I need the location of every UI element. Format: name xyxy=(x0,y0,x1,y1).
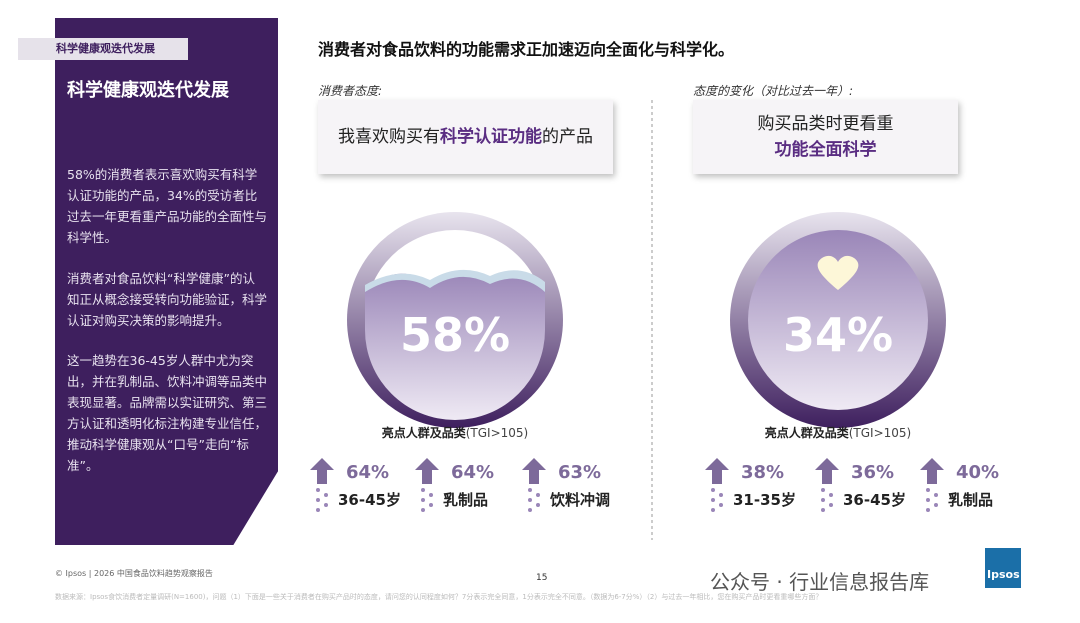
highlight-note: (TGI>105) xyxy=(848,426,912,440)
paragraph: 58%的消费者表示喜欢购买有科学认证功能的产品，34%的受访者比过去一年更看重产… xyxy=(67,167,268,245)
statement-text: 的产品 xyxy=(542,127,593,147)
statement-box: 我喜欢购买有 科学认证功能 的产品 xyxy=(318,100,613,174)
arrow xyxy=(536,503,540,507)
watermark: 公众号 · 行业信息报告库 xyxy=(710,570,930,594)
heart-icon xyxy=(817,255,859,290)
arrow xyxy=(316,488,320,492)
big-value: 58% xyxy=(399,308,511,362)
sidebar: 科学健康观迭代发展 58%的消费者表示喜欢购买有科学认证功能的产品，34%的受访… xyxy=(55,18,278,545)
statement-text: 购买品类时更看重 xyxy=(757,114,894,134)
arrow xyxy=(821,508,825,512)
circle xyxy=(748,230,928,410)
item-label: 饮料冲调 xyxy=(550,491,611,509)
arrow xyxy=(310,458,334,484)
logo: Ipsos xyxy=(987,568,1020,581)
item-label: 31-35岁 xyxy=(733,491,796,509)
arrow xyxy=(324,493,328,497)
arrows xyxy=(310,458,944,512)
arrow xyxy=(711,508,715,512)
arrow xyxy=(829,503,833,507)
arrow xyxy=(829,493,833,497)
item-label: 36-45岁 xyxy=(338,491,401,509)
statement-box: 购买品类时更看重 功能全面科学 xyxy=(693,100,958,174)
wave xyxy=(365,269,545,292)
item-value: 63% xyxy=(558,462,602,483)
copyright: © Ipsos | 2026 中国食品饮料趋势观察报告 xyxy=(55,569,213,578)
sidebar-title: 科学健康观迭代发展 xyxy=(67,80,229,101)
wave xyxy=(365,271,545,420)
big-value: 34% xyxy=(782,308,894,362)
highlight-title: 亮点人群及品类 xyxy=(764,426,849,440)
arrow xyxy=(528,498,532,502)
arrow xyxy=(821,488,825,492)
highlight-note: (TGI>105) xyxy=(465,426,529,440)
arrow xyxy=(324,503,328,507)
arrow xyxy=(934,503,938,507)
page-number: 15 xyxy=(536,573,548,583)
arrow xyxy=(719,493,723,497)
headline: 消费者对食品饮料的功能需求正加速迈向全面化与科学化。 xyxy=(318,40,735,59)
source-note: 数据来源：Ipsos食饮消费者定量调研(N=1600)，问题（1）下面是一些关于… xyxy=(55,593,823,601)
arrow xyxy=(316,498,320,502)
highlight-title: 亮点人群及品类 xyxy=(381,426,466,440)
logo-box xyxy=(985,548,1021,588)
arrow xyxy=(528,488,532,492)
arrow xyxy=(522,458,546,484)
arrow xyxy=(536,493,540,497)
statement-text: 我喜欢购买有 xyxy=(338,127,440,147)
arrow xyxy=(415,458,439,484)
arrow xyxy=(815,458,839,484)
arrow xyxy=(421,488,425,492)
arrow xyxy=(528,508,532,512)
arrow xyxy=(821,498,825,502)
item-value: 36% xyxy=(851,462,895,483)
arrow xyxy=(421,508,425,512)
paragraph: 消费者对食品饮料“科学健康”的认知正从概念接受转向功能验证，科学认证对购买决策的… xyxy=(67,271,268,328)
arrow xyxy=(934,493,938,497)
highlight-title: 亮点人群及品类(TGI>105) xyxy=(688,424,988,441)
statement-text: 科学认证功能 xyxy=(440,127,542,147)
item-label: 36-45岁 xyxy=(843,491,906,509)
arrow xyxy=(926,488,930,492)
panel-label: 态度的变化（对比过去一年）: xyxy=(693,84,854,98)
item-label: 乳制品 xyxy=(443,491,489,509)
arrow xyxy=(316,508,320,512)
item-value: 38% xyxy=(741,462,785,483)
arrow xyxy=(429,503,433,507)
arrow xyxy=(926,508,930,512)
item-value: 40% xyxy=(956,462,1000,483)
arrow xyxy=(421,498,425,502)
arrow xyxy=(429,493,433,497)
sidebar-tag: 科学健康观迭代发展 xyxy=(18,38,188,60)
arrow xyxy=(719,503,723,507)
arrow xyxy=(711,498,715,502)
item-value: 64% xyxy=(451,462,495,483)
arrow xyxy=(926,498,930,502)
panel-label: 消费者态度: xyxy=(318,84,383,98)
arrow xyxy=(711,488,715,492)
arrow xyxy=(920,458,944,484)
arrow xyxy=(705,458,729,484)
highlight-title: 亮点人群及品类(TGI>105) xyxy=(305,424,605,441)
item-label: 乳制品 xyxy=(948,491,994,509)
item-value: 64% xyxy=(346,462,390,483)
statement-text: 功能全面科学 xyxy=(774,140,877,160)
paragraph: 这一趋势在36-45岁人群中尤为突出，并在乳制品、饮料冲调等品类中表现显著。品牌… xyxy=(67,353,268,473)
